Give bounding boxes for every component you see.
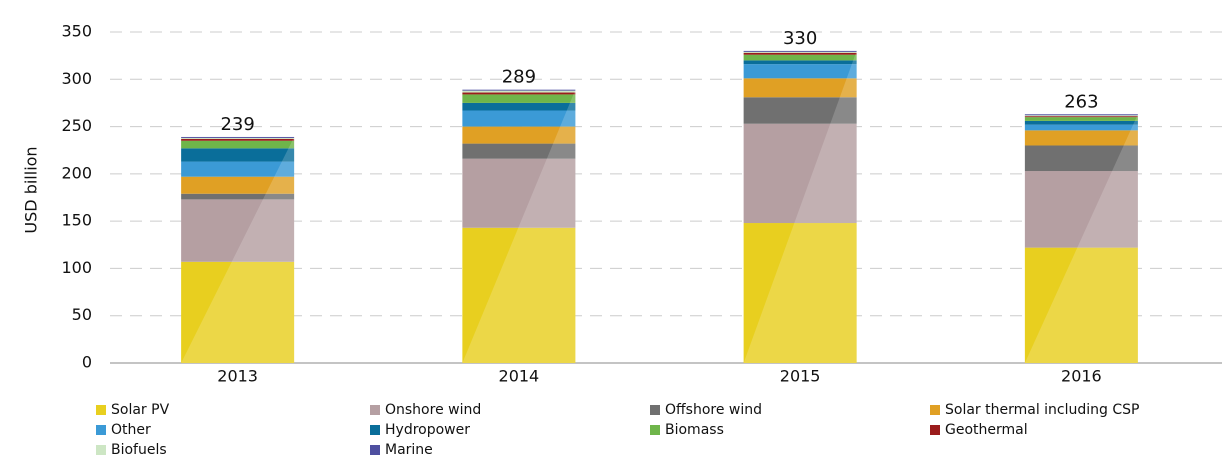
y-tick-label: 50 — [72, 305, 92, 324]
legend-swatch — [650, 405, 660, 415]
bar-segment — [462, 92, 576, 95]
bar-segment — [743, 223, 857, 363]
bar-sheen — [743, 50, 857, 364]
bar-segment — [743, 64, 857, 79]
x-tick-label: 2013 — [217, 367, 258, 386]
bar-segment — [462, 89, 576, 91]
y-tick-label: 350 — [61, 22, 92, 41]
y-tick-label: 300 — [61, 69, 92, 88]
bar-segment — [1024, 120, 1138, 125]
bar-segment — [181, 199, 295, 262]
legend-label: Hydropower — [385, 422, 470, 438]
bar-sheen — [181, 136, 295, 363]
bar-segment — [743, 54, 857, 61]
x-tick-label: 2016 — [1061, 367, 1102, 386]
total-label: 289 — [502, 67, 536, 88]
bar-segment — [1024, 130, 1138, 146]
bar-segment — [743, 60, 857, 65]
bar-segment — [462, 94, 576, 103]
bar-segment — [181, 193, 295, 200]
legend-swatch — [370, 445, 380, 455]
legend-label: Other — [111, 422, 151, 438]
legend-swatch — [370, 425, 380, 435]
y-tick-label: 250 — [61, 116, 92, 135]
bar-segment — [181, 138, 295, 141]
legend-label: Biofuels — [111, 442, 167, 458]
bar-segment — [181, 136, 295, 138]
bar-segment — [1024, 116, 1138, 118]
legend-label: Biomass — [665, 422, 724, 438]
bar-segment — [1024, 114, 1138, 116]
y-tick-label: 0 — [82, 353, 92, 372]
bar-segment — [743, 52, 857, 55]
bar-segment — [462, 227, 576, 363]
legend-swatch — [370, 405, 380, 415]
bar-segment — [181, 148, 295, 162]
legend: Solar PV Onshore wind Offshore wind Solar t… — [96, 402, 1139, 458]
total-label: 239 — [220, 114, 254, 135]
bar-segment — [462, 90, 576, 93]
bar-sheen — [462, 89, 576, 363]
legend-swatch — [96, 405, 106, 415]
bar-segment — [462, 158, 576, 228]
bar-segment — [1024, 115, 1138, 117]
x-tick-label: 2014 — [499, 367, 540, 386]
y-tick-label: 150 — [61, 211, 92, 230]
legend-swatch — [930, 405, 940, 415]
bar-segment — [462, 102, 576, 111]
total-label: 330 — [783, 28, 817, 49]
bar-segment — [462, 143, 576, 159]
bar-segment — [181, 140, 295, 149]
bar-segment — [1024, 124, 1138, 131]
x-tick-label: 2015 — [780, 367, 821, 386]
legend-label: Onshore wind — [385, 402, 481, 418]
legend-swatch — [96, 425, 106, 435]
legend-swatch — [650, 425, 660, 435]
legend-label: Marine — [385, 442, 433, 458]
bar-segment — [743, 78, 857, 98]
legend-label: Offshore wind — [665, 402, 762, 418]
bar-segment — [743, 123, 857, 224]
bar-segment — [1024, 117, 1138, 121]
bar-segment — [181, 261, 295, 363]
bar-segment — [1024, 171, 1138, 248]
bar-sheen — [1024, 114, 1138, 363]
legend-label: Solar PV — [111, 402, 170, 418]
legend-swatch — [930, 425, 940, 435]
y-tick-label: 100 — [61, 258, 92, 277]
bar-segment — [743, 51, 857, 53]
bar-segment — [462, 126, 576, 144]
total-label: 263 — [1064, 91, 1098, 112]
bar-segment — [1024, 247, 1138, 363]
legend-label: Solar thermal including CSP — [945, 402, 1139, 418]
legend-label: Geothermal — [945, 422, 1028, 438]
bar-segment — [181, 176, 295, 194]
y-tick-label: 200 — [61, 163, 92, 182]
bar-segment — [181, 161, 295, 177]
bar-segment — [181, 137, 295, 139]
bar-segment — [462, 110, 576, 127]
y-axis-label: USD billion — [22, 146, 41, 233]
legend-swatch — [96, 445, 106, 455]
bar-segment — [743, 97, 857, 124]
bar-segment — [743, 50, 857, 52]
bar-segment — [1024, 145, 1138, 172]
